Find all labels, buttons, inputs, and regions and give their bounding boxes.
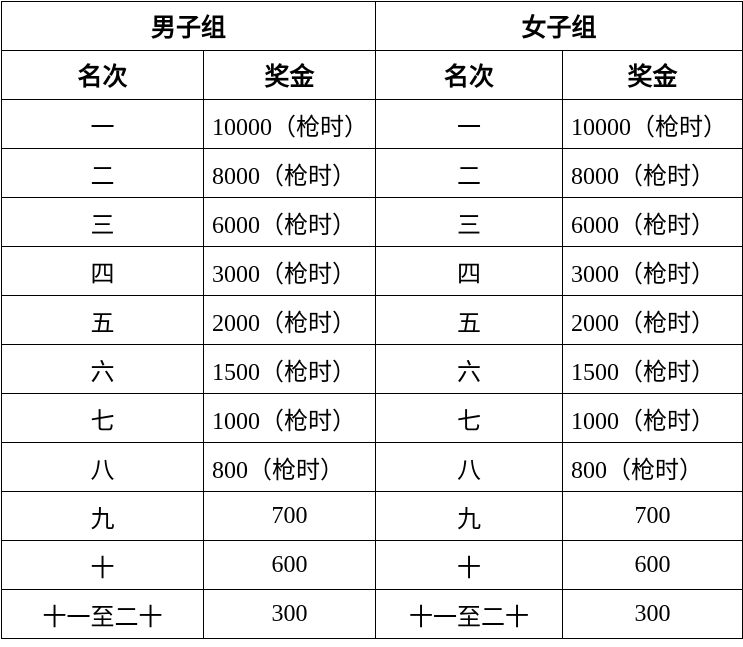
prize-cell: 3000（枪时） [202,246,377,296]
rank-cell: 十 [375,540,564,590]
column-header: 名次 [1,50,204,100]
rank-cell: 六 [1,344,204,394]
rank-cell: 一 [375,99,564,149]
group-row: 男子组 女子组 [0,1,743,51]
table-row: 八 800（枪时）八 800（枪时） [1,442,743,492]
column-row: 名次 奖金 名次 奖金 [1,50,743,100]
rank-cell: 四 [1,246,204,296]
prize-cell: 800（枪时） [562,442,743,492]
table-row: 六 1500（枪时）六 1500（枪时） [1,344,743,394]
prize-cell: 2000（枪时） [562,295,743,345]
rank-cell: 一 [1,99,204,149]
table-row: 七 1000（枪时）七 1000（枪时） [1,393,743,443]
column-header: 奖金 [562,50,743,100]
prize-cell: 6000（枪时） [202,197,377,247]
rank-cell: 二 [1,148,204,198]
table-row: 一 10000（枪时）一 10000（枪时） [1,99,743,149]
prize-cell: 10000（枪时） [202,99,377,149]
prize-cell: 1000（枪时） [562,393,743,443]
rank-cell: 五 [375,295,564,345]
prize-cell: 8000（枪时） [562,148,743,198]
rank-cell: 八 [375,442,564,492]
prize-cell: 6000（枪时） [562,197,743,247]
table-row: 三 6000（枪时）三 6000（枪时） [1,197,743,247]
prize-cell: 800（枪时） [202,442,377,492]
prize-cell: 600 [202,540,377,590]
prize-cell: 8000（枪时） [202,148,377,198]
rank-cell: 十一至二十 [375,589,564,639]
rank-cell: 二 [375,148,564,198]
table-row: 二 8000（枪时）二 8000（枪时） [1,148,743,198]
table-row: 五 2000（枪时）五 2000（枪时） [1,295,743,345]
table-row: 十一至二十 300 十一至二十 300 [1,589,743,639]
rank-cell: 九 [1,491,204,541]
prize-cell: 700 [562,491,743,541]
table-row: 九 700 九 700 [1,491,743,541]
column-header: 名次 [375,50,564,100]
table-row: 四 3000（枪时）四 3000（枪时） [1,246,743,296]
prize-cell: 1500（枪时） [562,344,743,394]
table-body: 一 10000（枪时）一 10000（枪时）二 8000（枪时）二 8000（枪时）三 6… [1,99,743,639]
rank-cell: 七 [1,393,204,443]
rank-cell: 三 [375,197,564,247]
prize-cell: 1500（枪时） [202,344,377,394]
rank-cell: 九 [375,491,564,541]
prize-cell: 700 [202,491,377,541]
rank-cell: 三 [1,197,204,247]
table-row: 十 600 十 600 [1,540,743,590]
rank-cell: 十 [1,540,204,590]
column-header: 奖金 [202,50,377,100]
group-header: 男子组 [0,1,377,51]
rank-cell: 六 [375,344,564,394]
group-header: 女子组 [375,1,743,51]
prize-cell: 600 [562,540,743,590]
prize-cell: 10000（枪时） [562,99,743,149]
prize-cell: 300 [562,589,743,639]
rank-cell: 五 [1,295,204,345]
prize-cell: 1000（枪时） [202,393,377,443]
rank-cell: 十一至二十 [1,589,204,639]
rank-cell: 四 [375,246,564,296]
rank-cell: 八 [1,442,204,492]
prize-cell: 3000（枪时） [562,246,743,296]
prize-cell: 2000（枪时） [202,295,377,345]
prize-cell: 300 [202,589,377,639]
rank-cell: 七 [375,393,564,443]
